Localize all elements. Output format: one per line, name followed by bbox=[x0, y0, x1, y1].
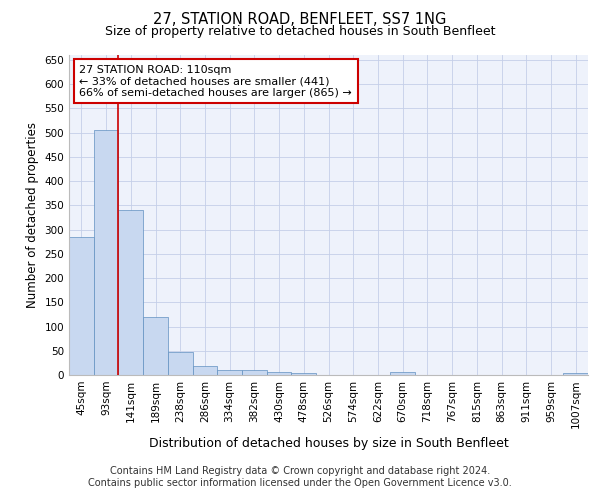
Bar bbox=[390, 372, 415, 375]
Bar bbox=[292, 372, 316, 375]
Bar bbox=[242, 370, 267, 375]
Bar bbox=[217, 370, 242, 375]
Bar bbox=[267, 372, 292, 375]
Bar bbox=[563, 372, 588, 375]
Bar bbox=[118, 210, 143, 375]
Text: Size of property relative to detached houses in South Benfleet: Size of property relative to detached ho… bbox=[105, 25, 495, 38]
Bar bbox=[193, 366, 217, 375]
Text: 27 STATION ROAD: 110sqm
← 33% of detached houses are smaller (441)
66% of semi-d: 27 STATION ROAD: 110sqm ← 33% of detache… bbox=[79, 64, 352, 98]
Text: Contains HM Land Registry data © Crown copyright and database right 2024.
Contai: Contains HM Land Registry data © Crown c… bbox=[88, 466, 512, 487]
Bar bbox=[168, 352, 193, 375]
X-axis label: Distribution of detached houses by size in South Benfleet: Distribution of detached houses by size … bbox=[149, 436, 508, 450]
Text: 27, STATION ROAD, BENFLEET, SS7 1NG: 27, STATION ROAD, BENFLEET, SS7 1NG bbox=[154, 12, 446, 28]
Y-axis label: Number of detached properties: Number of detached properties bbox=[26, 122, 39, 308]
Bar bbox=[143, 317, 168, 375]
Bar bbox=[69, 238, 94, 375]
Bar bbox=[94, 130, 118, 375]
